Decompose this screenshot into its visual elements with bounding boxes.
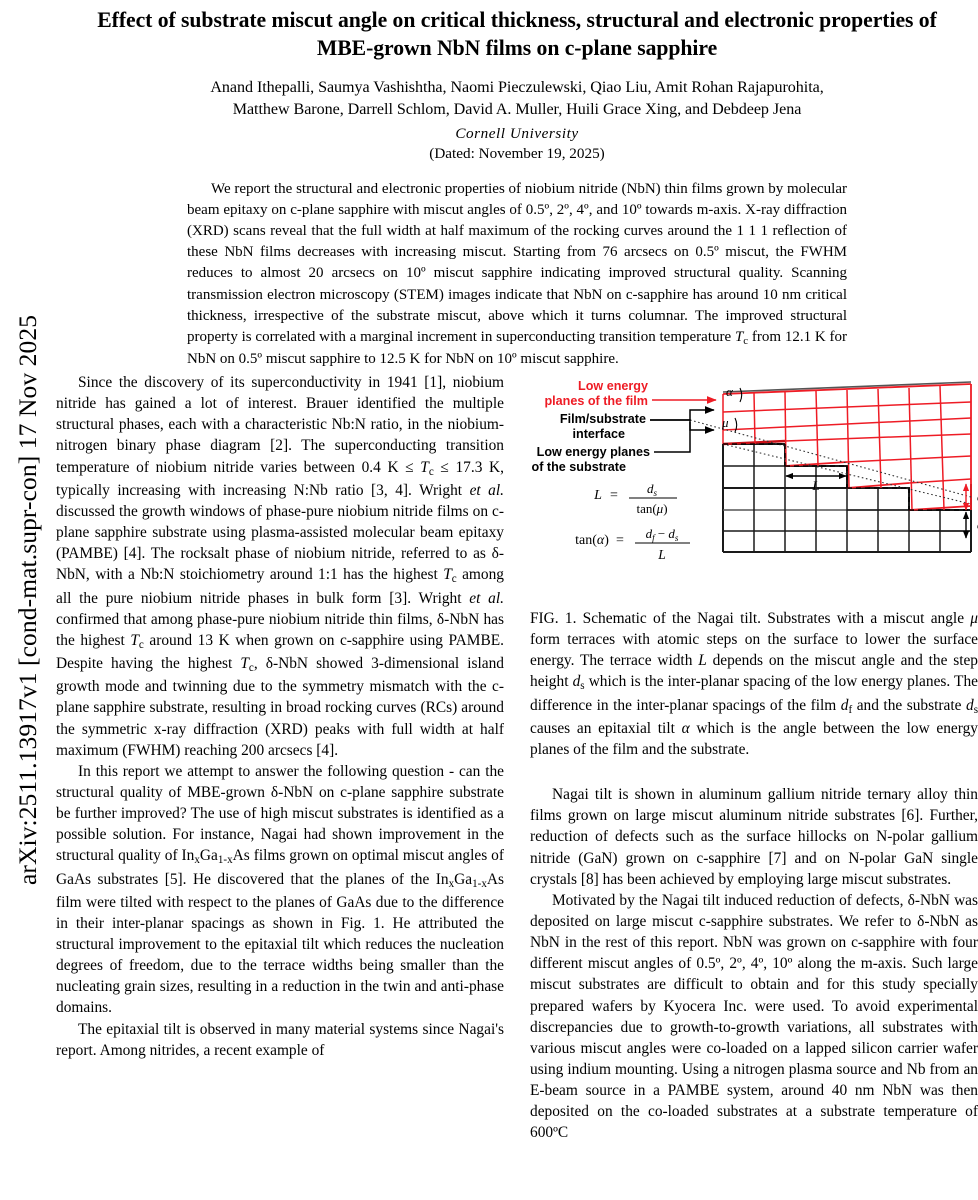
figure-1: L df ds α μ [530,372,978,600]
paragraph: Nagai tilt is shown in aluminum gallium … [530,786,978,888]
film-planes-label-line2: planes of the film [544,394,648,408]
guide-lines [689,419,972,505]
dashed-measures [723,443,971,511]
equation-1-eq: = [610,488,618,503]
equation-2-eq: = [616,533,624,548]
angle-markers: α μ [721,384,743,433]
equation-2-numerator: df − ds [646,526,679,543]
interface-label-line1: Film/substrate [560,412,646,426]
terrace-width-arrow: L [785,472,847,493]
author-line-2: Matthew Barone, Darrell Schlom, David A.… [232,101,802,119]
equation-1-lhs: L [593,488,602,503]
mu-label: μ [721,415,729,430]
paragraph: Since the discovery of its superconducti… [56,374,504,759]
arxiv-stamp-text: arXiv:2511.13917v1 [cond-mat.supr-con] 1… [13,314,42,886]
equation-1-denominator: tan(μ) [636,501,667,516]
author-line-1: Anand Ithepalli, Saumya Vashishtha, Naom… [210,78,824,96]
substrate-planes-label-line2: of the substrate [532,460,626,474]
equation-2-denominator: L [657,547,666,562]
nagai-tilt-schematic: L df ds α μ [532,379,978,562]
arxiv-stamp: arXiv:2511.13917v1 [cond-mat.supr-con] 1… [0,0,56,1200]
publication-date: (Dated: November 19, 2025) [429,145,605,163]
equation-2-lhs: tan(α) [575,533,609,548]
author-list: Anand Ithepalli, Saumya Vashishtha, Naom… [86,77,948,123]
equation-1-numerator: ds [647,481,658,498]
figure-equations: L = ds tan(μ) tan(α) = df − ds L [575,481,690,562]
substrate-grid [722,443,972,553]
right-column: L df ds α μ [530,372,978,1144]
film-grid [722,381,972,511]
right-column-body: Nagai tilt is shown in aluminum gallium … [530,784,978,1143]
page-title: Effect of substrate miscut angle on crit… [97,8,937,60]
film-planes-label-line1: Low energy [578,379,648,393]
affiliation: Cornell University [455,125,579,143]
paragraph: Motivated by the Nagai tilt induced redu… [530,891,978,1142]
paragraph: The epitaxial tilt is observed in many m… [56,1020,504,1059]
figure-caption: FIG. 1. Schematic of the Nagai tilt. Sub… [530,610,978,758]
body-columns: Since the discovery of its superconducti… [56,372,978,1200]
paragraph: In this report we attempt to answer the … [56,762,504,1017]
left-column: Since the discovery of its superconducti… [56,372,504,1061]
leader-lines [650,396,717,453]
substrate-planes-label-line1: Low energy planes [537,445,650,459]
interface-label-line2: interface [573,427,626,441]
paper-page: Effect of substrate miscut angle on crit… [56,0,978,1200]
abstract: We report the structural and electronic … [187,181,847,367]
alpha-label: α [726,384,734,399]
terrace-label: L [811,478,819,493]
title-block: Effect of substrate miscut angle on crit… [56,0,978,163]
